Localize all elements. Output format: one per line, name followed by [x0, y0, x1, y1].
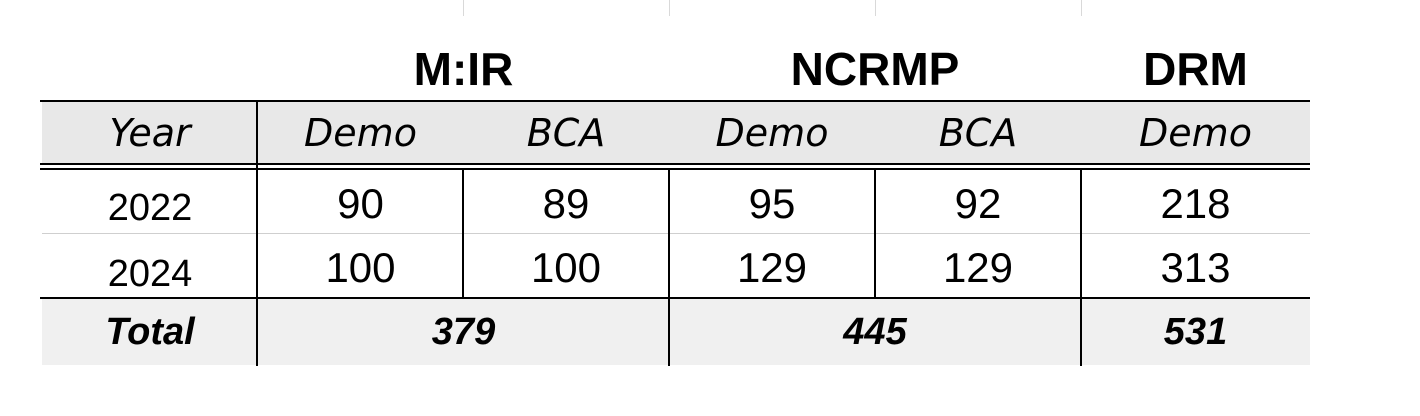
total-ncrmp: 445	[843, 311, 907, 353]
group-header-mir: M:IR	[413, 43, 514, 95]
gridline-stub	[875, 0, 876, 16]
header-band	[42, 102, 1310, 164]
total-mir: 379	[431, 311, 496, 353]
row-2024-mir-demo: 100	[325, 244, 396, 291]
row-2024-mir-bca: 100	[530, 244, 602, 291]
rule-mir-inner	[462, 168, 464, 299]
rule-header-top	[40, 100, 1310, 102]
group-header-drm: DRM	[1143, 43, 1248, 95]
row-2022-ncrmp-demo: 95	[748, 180, 796, 227]
header-year: Year	[109, 111, 191, 155]
total-band	[42, 299, 1310, 365]
row-2022-mir-demo: 90	[337, 180, 384, 227]
total-label: Total	[105, 311, 195, 353]
row-2024-ncrmp-demo: 129	[736, 244, 808, 291]
row-2024-year: 2024	[107, 253, 193, 295]
header-mir-bca: BCA	[526, 111, 606, 155]
gridline-stub	[1081, 0, 1082, 16]
row-2022-year: 2022	[107, 187, 193, 229]
row-2024-drm-demo: 313	[1160, 244, 1231, 291]
header-ncrmp-bca: BCA	[938, 111, 1018, 155]
row-2022-ncrmp-bca: 92	[954, 180, 1002, 227]
row-2022-drm-demo: 218	[1160, 180, 1231, 227]
rule-ncrmp-inner	[874, 168, 876, 299]
rule-mir-ncrmp	[668, 168, 670, 366]
rule-year-divider	[256, 100, 258, 366]
rule-ncrmp-drm	[1080, 168, 1082, 366]
gridline-stub	[463, 0, 464, 16]
rule-header-bottom-1	[40, 163, 1310, 165]
row-2024-ncrmp-bca: 129	[942, 244, 1014, 291]
header-mir-demo: Demo	[304, 111, 417, 155]
header-ncrmp-demo: Demo	[715, 111, 829, 155]
rule-total-top	[40, 297, 1310, 299]
gridline-stub	[669, 0, 670, 16]
rule-row-separator	[42, 233, 1310, 234]
header-drm-demo: Demo	[1139, 111, 1252, 155]
row-2022-mir-bca: 89	[542, 180, 590, 227]
group-header-ncrmp: NCRMP	[790, 43, 960, 95]
total-drm: 531	[1163, 311, 1228, 353]
rule-header-bottom-2	[40, 168, 1310, 170]
